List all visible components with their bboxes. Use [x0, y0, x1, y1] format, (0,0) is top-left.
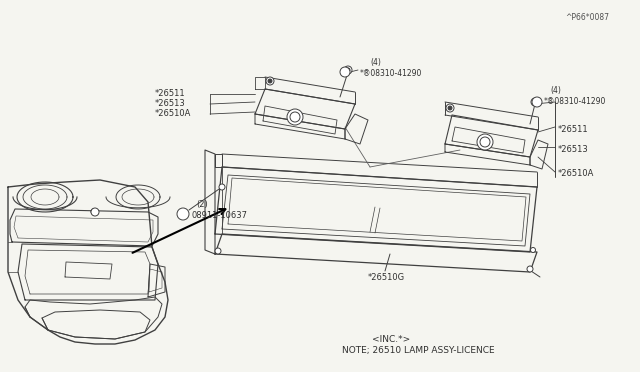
Circle shape [91, 208, 99, 216]
Circle shape [527, 266, 533, 272]
Circle shape [177, 208, 189, 220]
Text: *26511: *26511 [155, 90, 186, 99]
Circle shape [346, 68, 350, 72]
Text: NOTE; 26510 LAMP ASSY-LICENCE: NOTE; 26510 LAMP ASSY-LICENCE [342, 346, 495, 355]
Text: 08911-10637: 08911-10637 [191, 211, 247, 219]
Text: *26513: *26513 [558, 144, 589, 154]
Text: *26511: *26511 [558, 125, 589, 134]
Circle shape [532, 97, 542, 107]
Circle shape [531, 247, 536, 253]
Circle shape [266, 77, 274, 85]
Circle shape [268, 79, 272, 83]
Circle shape [531, 98, 539, 106]
Text: N: N [180, 211, 186, 217]
Text: S: S [536, 99, 539, 105]
Text: (4): (4) [370, 58, 381, 67]
Text: (4): (4) [550, 87, 561, 96]
Circle shape [477, 134, 493, 150]
Text: (2): (2) [196, 201, 208, 209]
Text: *®08310-41290: *®08310-41290 [360, 68, 422, 77]
Circle shape [446, 104, 454, 112]
Circle shape [340, 67, 350, 77]
Circle shape [290, 112, 300, 122]
Text: *26510G: *26510G [368, 273, 405, 282]
Circle shape [533, 100, 537, 104]
Circle shape [448, 106, 452, 110]
Circle shape [215, 248, 221, 254]
Circle shape [287, 109, 303, 125]
Text: ^P66*0087: ^P66*0087 [565, 13, 609, 22]
Text: *26513: *26513 [155, 99, 186, 109]
Circle shape [480, 137, 490, 147]
Text: *26510A: *26510A [558, 170, 595, 179]
Text: <INC.*>: <INC.*> [372, 334, 410, 343]
Text: @: @ [90, 209, 97, 215]
Circle shape [219, 184, 225, 190]
Circle shape [344, 66, 352, 74]
Text: *®08310-41290: *®08310-41290 [544, 97, 606, 106]
Text: S: S [344, 70, 347, 74]
Text: *26510A: *26510A [155, 109, 191, 119]
